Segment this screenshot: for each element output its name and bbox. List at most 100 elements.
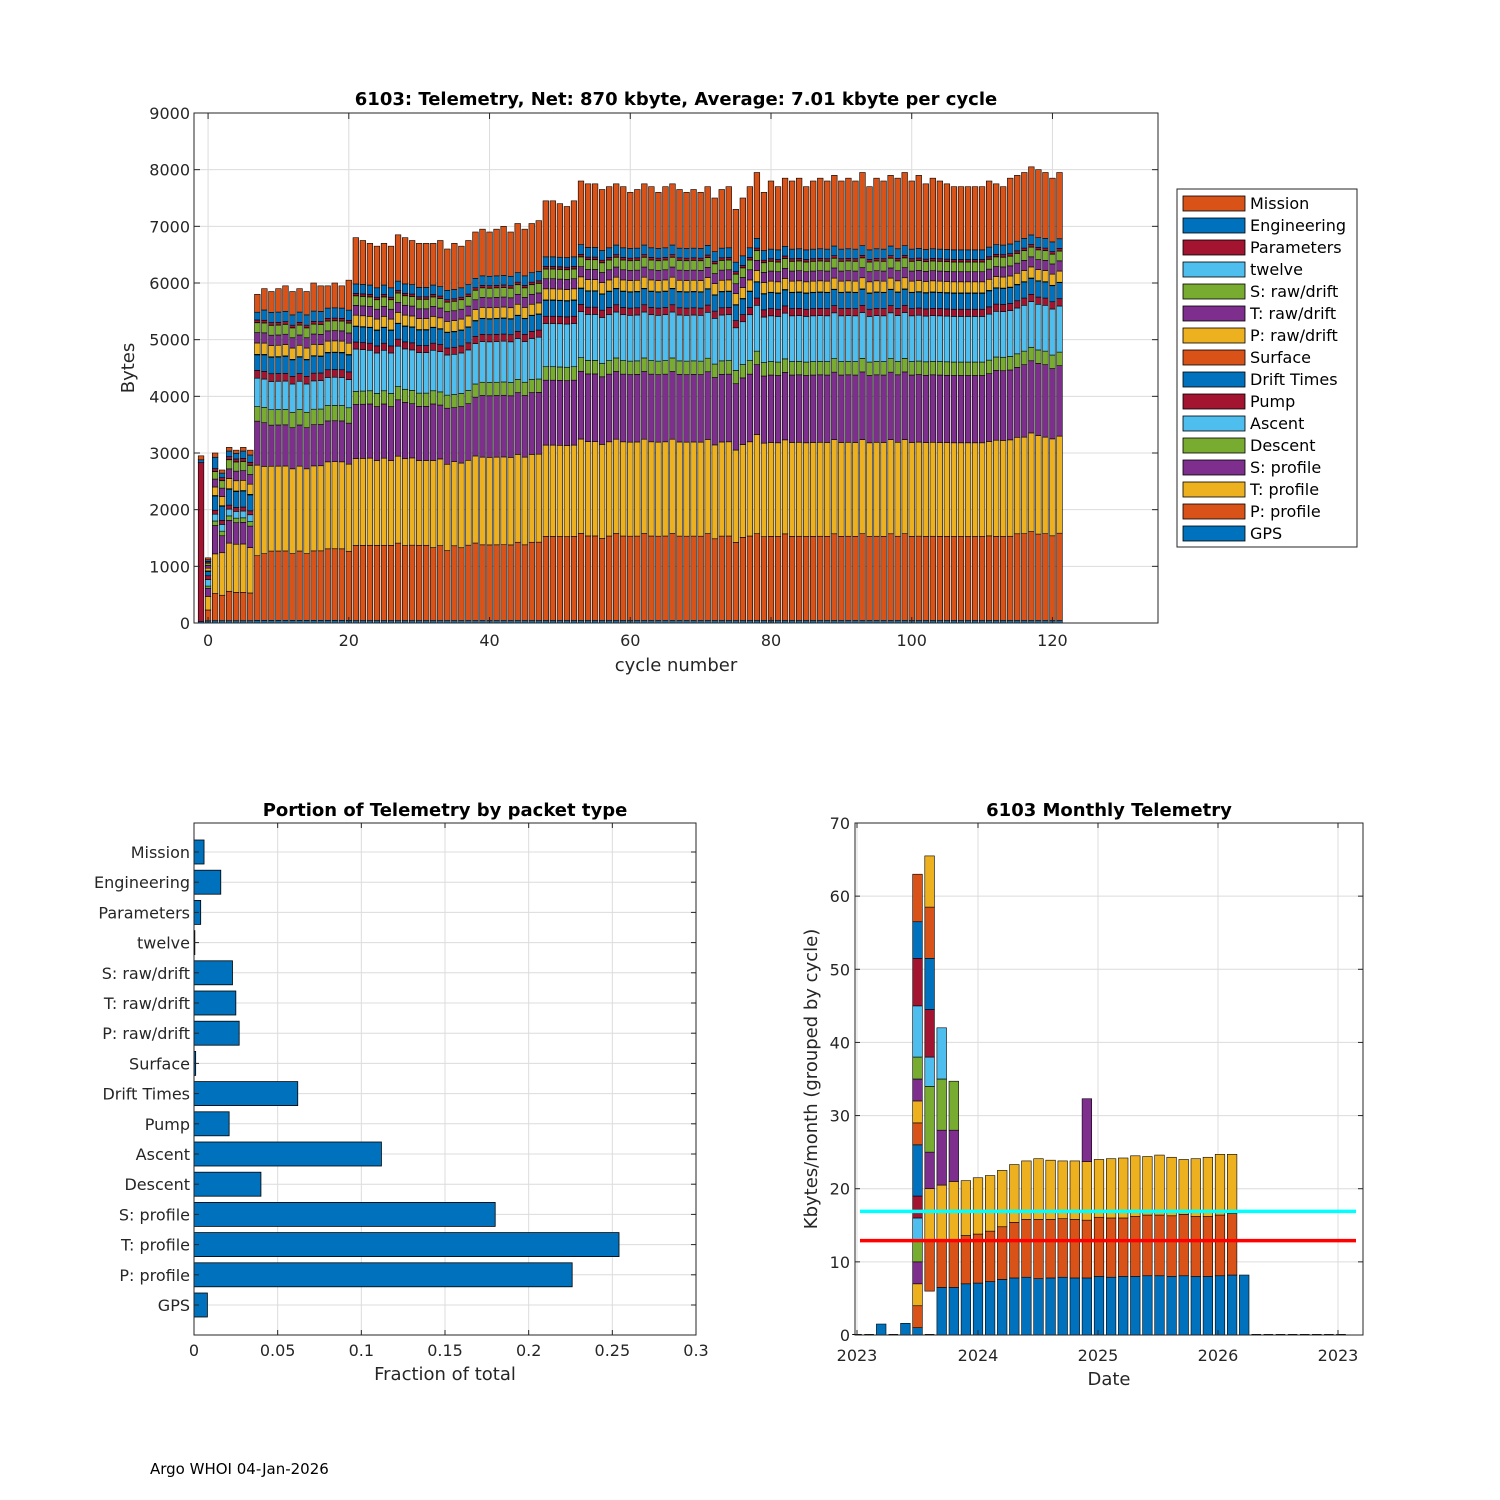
bar-segment-s-raw-drift [1042,250,1049,261]
bar-segment-drift-times [901,289,908,306]
bar-segment-pump [957,308,965,317]
bar-segment-parameters [542,266,549,270]
bar-segment-t-profile [866,442,873,537]
month-segment-p-profile [1202,1216,1213,1277]
bar-segment-pump [486,334,493,343]
bar-segment-ascent [929,315,936,362]
bar-segment-t-profile [887,439,894,535]
bar-segment-pump [641,304,648,313]
bar-segment-parameters [922,258,929,262]
bar-segment-mission [831,175,838,247]
bar-segment-mission [950,186,958,251]
bar-segment-t-profile [683,441,690,537]
bar-segment-p-raw-drift [1028,266,1035,279]
y-tick-label: T: raw/drift [103,994,190,1013]
bar-segment-p-raw-drift [810,280,817,293]
y-tick-label: Engineering [94,873,190,892]
bar-segment-s-profile [641,371,648,440]
bar-segment-t-profile [465,459,472,546]
bar-segment-t-profile [338,461,345,550]
legend-label-descent: Descent [1250,436,1316,455]
bar-segment-t-raw-drift [852,270,859,282]
bar-segment-t-raw-drift [978,271,986,283]
bar-segment-p-profile [852,536,859,621]
month-segment-t-raw-drift [912,1078,923,1102]
bar-segment-s-raw-drift [507,288,514,299]
bar-segment-ascent [282,380,289,410]
bar-segment-drift-times [957,293,965,310]
bar-segment-engineering [261,309,268,321]
bar-segment-s-profile [620,373,627,443]
bar-segment-descent [486,382,493,397]
bar-segment-p-profile [324,548,331,621]
month-segment-gps [960,1283,971,1336]
bar-segment-ascent [725,314,732,361]
bar-segment-t-profile [817,441,824,537]
bar-segment-ascent [331,376,338,406]
bar-segment-t-profile [261,466,268,554]
bar-segment-p-raw-drift [936,280,943,293]
month-segment-gps [900,1322,911,1336]
bar-segment-s-profile [514,392,521,455]
bar-segment-mission [416,243,423,288]
bar-segment-pump [373,345,381,354]
bar-segment-ascent [387,352,395,394]
bar-segment-descent [247,521,254,527]
bar-segment-s-profile [824,374,831,443]
bar-segment-ascent [950,316,958,363]
bar-segment-descent [873,361,880,376]
bar-segment-parameters [725,257,732,261]
bar-segment-s-profile [796,374,803,443]
bar-segment-p-raw-drift [458,318,465,331]
legend-swatch-gps [1182,525,1246,542]
bar-segment-mission [725,186,732,249]
month-segment-t-profile [1214,1154,1226,1216]
bar-segment-p-raw-drift [627,280,634,292]
bar-segment-s-raw-drift [838,261,845,272]
bar-segment-p-raw-drift [261,342,268,355]
bar-segment-descent [591,360,599,375]
x-tick-label: 0.3 [683,1341,708,1360]
bar-segment-engineering [655,248,662,259]
bar-segment-t-profile [859,439,866,534]
bar-segment-ascent [683,315,690,362]
bar-segment-parameters [978,259,986,263]
month-segment-gps [1009,1277,1020,1336]
bar-segment-t-profile [922,442,929,537]
bar-segment-engineering [472,278,479,289]
x-tick-label: 60 [620,631,640,650]
y-tick-label: 8000 [149,161,190,180]
bar-segment-ascent [880,315,887,362]
bar-segment-ascent [971,316,979,363]
bar-segment-pump [662,307,669,316]
bar-segment-ascent [641,311,648,359]
bar-segment-mission [268,291,275,313]
bar-segment-p-profile [753,533,761,621]
bar-segment-p-raw-drift [725,279,732,292]
bar-segment-t-profile [1000,440,1007,537]
bar-segment-ascent [774,316,782,363]
bar-segment-parameters [423,296,430,300]
bar-segment-engineering [964,249,972,260]
bar-segment-s-raw-drift [824,261,831,272]
bar-segment-mission [1014,175,1021,242]
bar-segment-descent [458,393,465,407]
bar-segment-pump [739,314,746,323]
bar-segment-pump [1056,298,1063,307]
bar-segment-p-raw-drift [978,281,986,294]
bar-segment-mission [669,183,676,246]
bar-segment-mission [810,180,817,250]
bar-segment-parameters [493,285,500,288]
month-segment-p-profile [1178,1214,1189,1277]
bar-segment-mission [430,243,437,286]
bar-segment-ascent [1014,307,1021,355]
bar-segment-mission [1042,172,1049,239]
bar-segment-ascent [1049,308,1056,356]
bar-segment-p-profile [1014,533,1021,621]
bar-segment-parameters [380,294,388,298]
bar-segment-ascent [613,311,620,359]
bar-segment-t-raw-drift [591,269,599,280]
bar-segment-parameters [577,254,585,258]
bar-segment-p-profile [1021,533,1028,621]
bar-segment-drift-times [204,571,212,577]
